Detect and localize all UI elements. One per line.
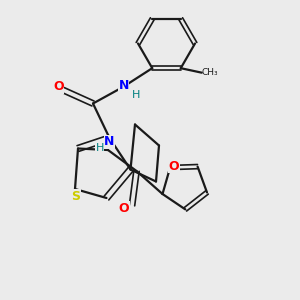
Text: H: H [132,90,141,100]
Text: O: O [118,202,129,215]
Text: CH₃: CH₃ [202,68,218,77]
Text: O: O [53,80,64,94]
Text: N: N [118,79,129,92]
Text: N: N [104,135,115,148]
Text: O: O [168,160,179,172]
Text: H: H [95,143,104,153]
Text: S: S [71,190,80,203]
